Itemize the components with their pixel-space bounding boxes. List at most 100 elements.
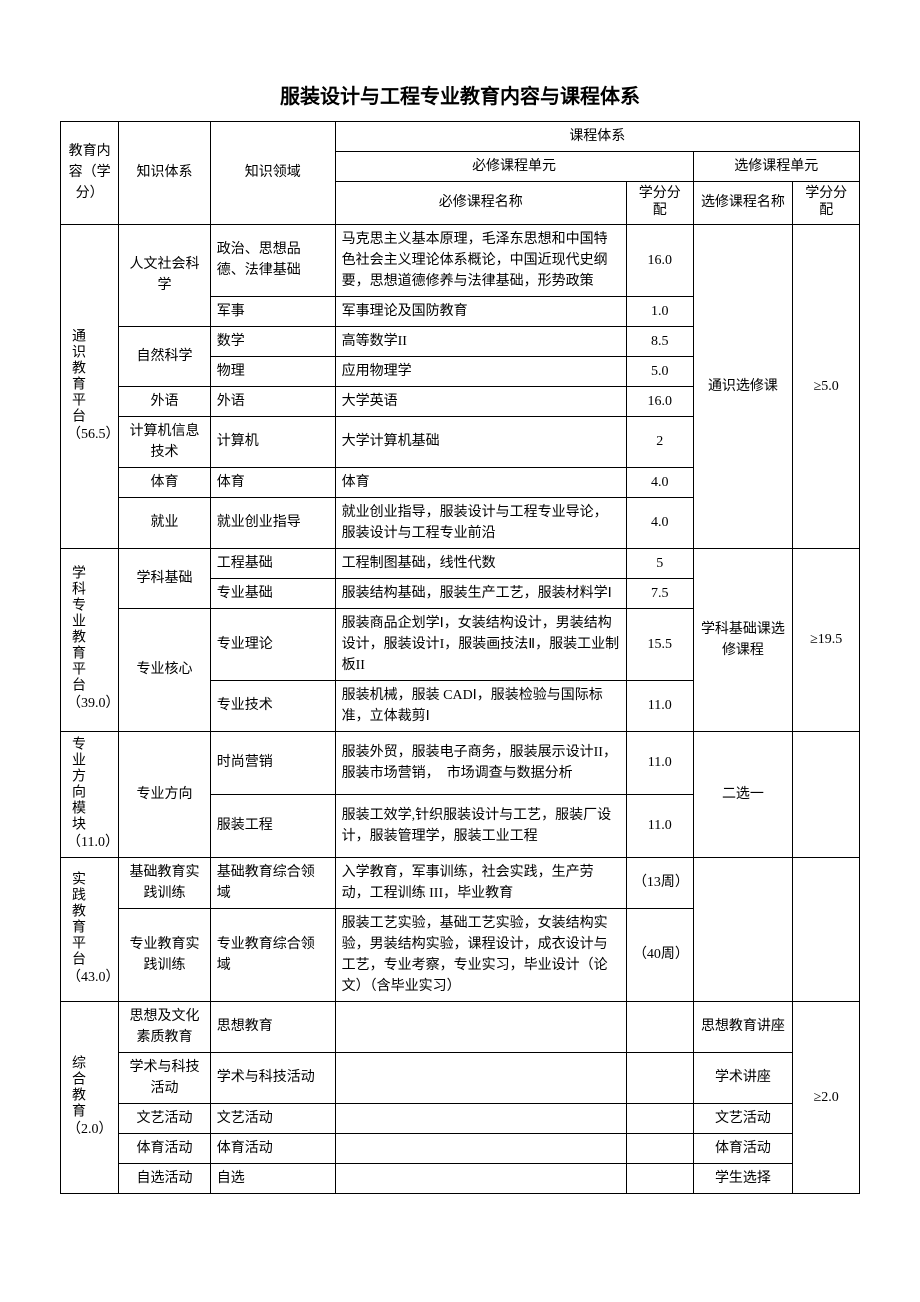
knowledge-domain-cell: 自选	[210, 1163, 335, 1193]
knowledge-domain-cell: 专业基础	[210, 578, 335, 608]
h-required-unit: 必修课程单元	[335, 152, 693, 182]
elective-credit-cell	[793, 731, 860, 857]
table-row: 实践教育平台（43.0）基础教育实践训练基础教育综合领域入学教育，军事训练，社会…	[61, 857, 860, 908]
elective-credit-cell	[793, 857, 860, 1001]
h-edu-content: 教育内容（学分）	[61, 122, 119, 225]
h-knowledge-sys: 知识体系	[119, 122, 211, 225]
knowledge-domain-cell: 思想教育	[210, 1001, 335, 1052]
required-course-cell: 应用物理学	[335, 356, 626, 386]
section-label: 通识教育平台（56.5）	[61, 224, 119, 548]
h-knowledge-domain: 知识领域	[210, 122, 335, 225]
credit-cell	[626, 1103, 693, 1133]
curriculum-table: 教育内容（学分） 知识体系 知识领域 课程体系 必修课程单元 选修课程单元 必修…	[60, 121, 860, 1194]
required-course-cell: 服装工效学,针织服装设计与工艺，服装厂设计，服装管理学，服装工业工程	[335, 794, 626, 857]
elective-name-cell: 通识选修课	[693, 224, 793, 548]
credit-cell	[626, 1133, 693, 1163]
h-elective-name: 选修课程名称	[693, 182, 793, 225]
elective-name-cell: 学科基础课选修课程	[693, 548, 793, 731]
knowledge-system-cell: 基础教育实践训练	[119, 857, 211, 908]
h-elective-credit: 学分分配	[793, 182, 860, 225]
required-course-cell	[335, 1001, 626, 1052]
knowledge-system-cell: 就业	[119, 497, 211, 548]
credit-cell: 15.5	[626, 608, 693, 680]
table-body: 通识教育平台（56.5）人文社会科学政治、思想品德、法律基础马克思主义基本原理，…	[61, 224, 860, 1193]
required-course-cell: 高等数学II	[335, 326, 626, 356]
header-row-1: 教育内容（学分） 知识体系 知识领域 课程体系	[61, 122, 860, 152]
credit-cell: （13周）	[626, 857, 693, 908]
credit-cell	[626, 1052, 693, 1103]
knowledge-domain-cell: 基础教育综合领域	[210, 857, 335, 908]
section-label: 综合教育（2.0）	[61, 1001, 119, 1193]
table-row: 文艺活动文艺活动文艺活动	[61, 1103, 860, 1133]
required-course-cell: 马克思主义基本原理，毛泽东思想和中国特色社会主义理论体系概论，中国近现代史纲要，…	[335, 224, 626, 296]
table-row: 综合教育（2.0）思想及文化素质教育思想教育思想教育讲座≥2.0	[61, 1001, 860, 1052]
required-course-cell	[335, 1052, 626, 1103]
h-credit-alloc: 学分分配	[626, 182, 693, 225]
knowledge-domain-cell: 专业教育综合领域	[210, 908, 335, 1001]
table-row: 学科专业教育平台（39.0）学科基础工程基础工程制图基础，线性代数5学科基础课选…	[61, 548, 860, 578]
knowledge-system-cell: 体育活动	[119, 1133, 211, 1163]
credit-cell	[626, 1163, 693, 1193]
knowledge-domain-cell: 专业理论	[210, 608, 335, 680]
credit-cell: 1.0	[626, 296, 693, 326]
required-course-cell: 大学计算机基础	[335, 416, 626, 467]
required-course-cell: 入学教育，军事训练，社会实践，生产劳动，工程训练 III，毕业教育	[335, 857, 626, 908]
knowledge-system-cell: 体育	[119, 467, 211, 497]
credit-cell: 5.0	[626, 356, 693, 386]
credit-cell: 4.0	[626, 467, 693, 497]
elective-credit-cell: ≥19.5	[793, 548, 860, 731]
knowledge-domain-cell: 工程基础	[210, 548, 335, 578]
elective-name-cell: 文艺活动	[693, 1103, 793, 1133]
required-course-cell: 服装机械，服装 CADⅠ，服装检验与国际标准，立体裁剪Ⅰ	[335, 680, 626, 731]
elective-credit-cell: ≥2.0	[793, 1001, 860, 1193]
h-elective-unit: 选修课程单元	[693, 152, 860, 182]
knowledge-domain-cell: 文艺活动	[210, 1103, 335, 1133]
table-row: 通识教育平台（56.5）人文社会科学政治、思想品德、法律基础马克思主义基本原理，…	[61, 224, 860, 296]
credit-cell	[626, 1001, 693, 1052]
knowledge-domain-cell: 服装工程	[210, 794, 335, 857]
elective-name-cell: 思想教育讲座	[693, 1001, 793, 1052]
knowledge-system-cell: 自然科学	[119, 326, 211, 386]
required-course-cell: 服装工艺实验，基础工艺实验，女装结构实验，男装结构实验，课程设计，成衣设计与工艺…	[335, 908, 626, 1001]
elective-name-cell: 二选一	[693, 731, 793, 857]
knowledge-system-cell: 外语	[119, 386, 211, 416]
required-course-cell: 军事理论及国防教育	[335, 296, 626, 326]
credit-cell: 16.0	[626, 386, 693, 416]
credit-cell: 2	[626, 416, 693, 467]
knowledge-system-cell: 专业教育实践训练	[119, 908, 211, 1001]
knowledge-domain-cell: 时尚营销	[210, 731, 335, 794]
table-row: 体育活动体育活动体育活动	[61, 1133, 860, 1163]
knowledge-system-cell: 学术与科技活动	[119, 1052, 211, 1103]
knowledge-system-cell: 学科基础	[119, 548, 211, 608]
knowledge-domain-cell: 体育	[210, 467, 335, 497]
knowledge-domain-cell: 政治、思想品德、法律基础	[210, 224, 335, 296]
required-course-cell: 服装结构基础，服装生产工艺，服装材料学Ⅰ	[335, 578, 626, 608]
table-row: 专业方向模块（11.0）专业方向时尚营销服装外贸，服装电子商务，服装展示设计II…	[61, 731, 860, 794]
credit-cell: 7.5	[626, 578, 693, 608]
credit-cell: 16.0	[626, 224, 693, 296]
section-label: 实践教育平台（43.0）	[61, 857, 119, 1001]
credit-cell: 4.0	[626, 497, 693, 548]
h-required-name: 必修课程名称	[335, 182, 626, 225]
knowledge-domain-cell: 学术与科技活动	[210, 1052, 335, 1103]
h-course-sys: 课程体系	[335, 122, 859, 152]
knowledge-domain-cell: 军事	[210, 296, 335, 326]
knowledge-system-cell: 计算机信息技术	[119, 416, 211, 467]
credit-cell: 5	[626, 548, 693, 578]
elective-credit-cell: ≥5.0	[793, 224, 860, 548]
section-label: 学科专业教育平台（39.0）	[61, 548, 119, 731]
knowledge-domain-cell: 外语	[210, 386, 335, 416]
knowledge-system-cell: 专业方向	[119, 731, 211, 857]
required-course-cell: 服装外贸，服装电子商务，服装展示设计II，服装市场营销， 市场调查与数据分析	[335, 731, 626, 794]
required-course-cell: 工程制图基础，线性代数	[335, 548, 626, 578]
table-row: 学术与科技活动学术与科技活动学术讲座	[61, 1052, 860, 1103]
required-course-cell: 大学英语	[335, 386, 626, 416]
knowledge-system-cell: 专业核心	[119, 608, 211, 731]
elective-name-cell	[693, 857, 793, 1001]
knowledge-domain-cell: 专业技术	[210, 680, 335, 731]
page-title: 服装设计与工程专业教育内容与课程体系	[60, 80, 860, 109]
credit-cell: 11.0	[626, 680, 693, 731]
required-course-cell	[335, 1163, 626, 1193]
table-header: 教育内容（学分） 知识体系 知识领域 课程体系 必修课程单元 选修课程单元 必修…	[61, 122, 860, 225]
elective-name-cell: 体育活动	[693, 1133, 793, 1163]
